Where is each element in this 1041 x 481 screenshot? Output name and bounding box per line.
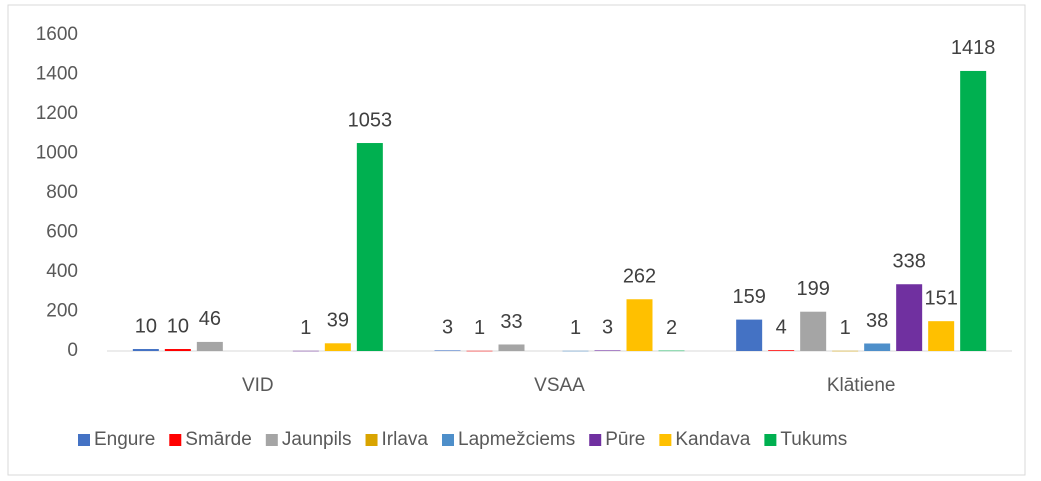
bar [626,299,653,351]
legend-label: Lapmežciems [458,429,575,450]
bar [960,70,987,351]
data-label: 1 [570,317,581,339]
bar [736,319,763,351]
y-tick-label: 1400 [36,64,78,85]
bar [356,143,383,351]
data-label: 46 [199,308,221,330]
data-label: 2 [666,317,677,339]
bar [292,350,319,352]
legend-label: Jaunpils [282,429,352,450]
bar [562,350,589,352]
data-label: 262 [623,266,656,288]
legend-label: Pūre [605,429,645,450]
bar [196,341,223,351]
data-label: 4 [776,316,787,338]
bar [594,350,621,351]
legend-swatch [78,434,90,446]
legend-swatch [169,434,182,446]
data-label: 199 [796,278,829,300]
data-label: 39 [327,310,349,332]
data-label: 1418 [951,37,996,59]
data-label: 38 [866,310,888,332]
bar [832,350,859,352]
bar [864,343,891,351]
legend-label: Tukums [780,429,847,450]
data-label: 1 [300,317,311,339]
bar [896,284,923,351]
bar [800,311,827,351]
legend-label: Irlava [382,429,429,450]
bar [164,349,191,351]
legend-label: Engure [94,429,155,450]
bar [768,350,795,351]
x-tick-label: VSAA [534,375,585,396]
legend-label: Kandava [675,429,750,450]
bar [132,349,159,351]
y-tick-label: 400 [46,261,78,282]
data-label: 159 [732,286,765,308]
bar [324,343,351,351]
legend-swatch [589,434,602,446]
y-tick-label: 1000 [36,143,78,164]
y-tick-label: 1600 [36,24,78,45]
data-label: 10 [135,315,157,337]
legend-swatch [365,434,378,446]
y-tick-label: 1200 [36,103,78,124]
data-label: 151 [924,287,957,309]
bar [498,344,525,351]
data-label: 1053 [348,109,393,131]
y-tick-label: 200 [46,301,78,322]
legend-swatch [659,434,672,446]
x-tick-label: VID [242,375,274,396]
y-tick-label: 0 [67,340,78,361]
data-label: 3 [602,317,613,339]
data-label: 10 [167,315,189,337]
legend-swatch [442,434,454,446]
y-tick-label: 800 [46,182,78,203]
y-tick-label: 600 [46,222,78,243]
data-label: 1 [840,317,851,339]
bar [466,350,493,352]
chart-border [7,4,1026,476]
data-label: 3 [442,317,453,339]
data-label: 338 [892,251,925,273]
legend-swatch [764,434,777,446]
legend-swatch [265,434,278,446]
bar [658,350,685,352]
legend-label: Smārde [185,429,252,450]
data-label: 1 [474,317,485,339]
data-label: 33 [500,311,522,333]
x-tick-label: Klātiene [827,375,896,396]
bar [928,321,955,351]
bar [434,350,461,351]
